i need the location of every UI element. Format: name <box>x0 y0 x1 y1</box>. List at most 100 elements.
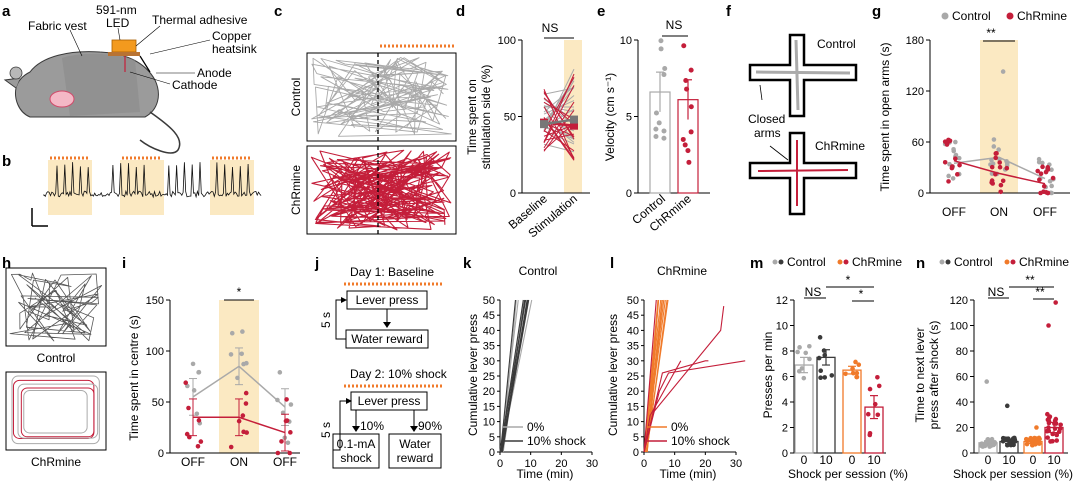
m-cat-3: 10 <box>867 453 881 467</box>
g-point <box>1050 175 1056 181</box>
l-title: ChRmine <box>657 264 707 278</box>
k-y-tick-label: 45 <box>483 310 495 322</box>
n-point <box>1046 415 1052 421</box>
i-point <box>196 418 202 423</box>
m-y-tick-label: 10 <box>776 321 788 333</box>
n-point <box>1052 426 1058 431</box>
j-pct90: 90% <box>418 419 442 433</box>
g-point <box>1043 169 1049 175</box>
n-y-tick-label: 120 <box>950 295 968 307</box>
k-ylabel: Cumulative lever press <box>466 314 480 436</box>
e-point <box>661 72 667 78</box>
f-label-control: Control <box>817 37 856 51</box>
i-point <box>275 450 281 456</box>
m-y-tick-label: 4 <box>782 397 788 409</box>
m-point <box>821 348 827 353</box>
mouse-ear <box>9 66 23 80</box>
k-y-tick-label: 10 <box>483 417 495 429</box>
g-cat-off2: OFF <box>1033 205 1057 219</box>
i-point <box>228 444 234 450</box>
i-point <box>284 397 289 402</box>
n-point <box>1034 425 1039 430</box>
h-label-chrmine: ChRmine <box>31 455 81 469</box>
c-chrmine-track <box>310 149 452 231</box>
i-point <box>240 329 245 334</box>
d-mean-marker <box>570 121 578 130</box>
m-sig-2: * <box>859 287 864 301</box>
g-point <box>997 164 1003 170</box>
l-y-tick-label: 25 <box>627 371 639 383</box>
panel-label-g: g <box>872 3 881 20</box>
n-point <box>984 379 990 384</box>
k-y-tick-label: 20 <box>483 386 495 398</box>
e-point <box>688 67 694 73</box>
j-water2-1: Water <box>399 437 431 451</box>
e-point <box>658 38 664 44</box>
i-cat-off1: OFF <box>181 455 205 469</box>
e-point <box>661 128 667 134</box>
m-point <box>856 362 862 368</box>
g-point <box>1000 178 1006 184</box>
f-control-track <box>755 39 851 111</box>
g-point <box>1038 171 1044 176</box>
n-point <box>1050 431 1055 437</box>
m-point <box>801 375 807 381</box>
m-point <box>797 345 802 350</box>
g-point <box>949 165 955 171</box>
i-y-tick-label: 0 <box>158 448 164 460</box>
n-point <box>1004 403 1010 409</box>
l-y-tick-label: 10 <box>627 417 639 429</box>
m-y-tick-label: 8 <box>782 346 788 358</box>
m-point <box>817 335 823 340</box>
panel-f-maze <box>748 33 858 216</box>
g-point <box>1004 165 1010 171</box>
f-chrmine-maze <box>748 131 858 216</box>
m-point <box>867 432 873 438</box>
n-point <box>1024 441 1030 447</box>
j-delay-2: 5 s <box>319 422 333 438</box>
b-stim-shade <box>48 160 92 215</box>
g-point <box>1038 190 1043 196</box>
i-point <box>244 360 249 366</box>
j-box-water-2 <box>388 433 442 469</box>
n-point <box>1054 438 1060 443</box>
j-pct10: 10% <box>360 419 384 433</box>
g-point <box>990 181 996 186</box>
l-y-tick-label: 20 <box>627 386 639 398</box>
f-control-maze <box>748 33 858 118</box>
i-point <box>240 413 246 418</box>
anode-wire <box>139 55 151 73</box>
m-point <box>867 386 873 392</box>
i-point <box>228 352 234 357</box>
m-point <box>850 366 855 371</box>
m-ylabel: Presses per min <box>761 332 775 419</box>
j-shock-2: shock <box>340 451 372 465</box>
k-x-tick-label: 10 <box>525 458 537 470</box>
h-chrmine-loop <box>23 389 88 434</box>
g-point <box>996 147 1001 152</box>
d-pair-line-chrmine <box>543 118 575 161</box>
n-ylabel-2: press after shock (s) <box>927 321 941 430</box>
g-point <box>997 160 1002 165</box>
g-point <box>1040 164 1045 170</box>
l-cum-line-chrmine <box>643 360 709 453</box>
h-chrmine-loop <box>11 375 100 445</box>
g-y-tick-label: 180 <box>906 35 924 47</box>
m-point <box>818 375 823 381</box>
m-point <box>795 349 800 355</box>
i-point <box>229 330 235 336</box>
panel-d-chart: 0 50 100 <box>498 35 590 200</box>
e-point <box>682 142 688 148</box>
g-y-tick-label: 120 <box>906 86 924 98</box>
k-y-tick-label: 5 <box>489 432 495 444</box>
k-title: Control <box>519 264 558 278</box>
e-point <box>653 126 659 132</box>
i-point <box>288 402 294 407</box>
m-point <box>850 370 856 376</box>
i-point <box>243 401 249 406</box>
j-water2-2: reward <box>397 451 434 465</box>
e-y-tick-label: 5 <box>626 112 632 124</box>
panel-label-n: n <box>916 255 925 272</box>
e-point <box>680 136 686 142</box>
h-chrmine-loop <box>20 387 95 438</box>
